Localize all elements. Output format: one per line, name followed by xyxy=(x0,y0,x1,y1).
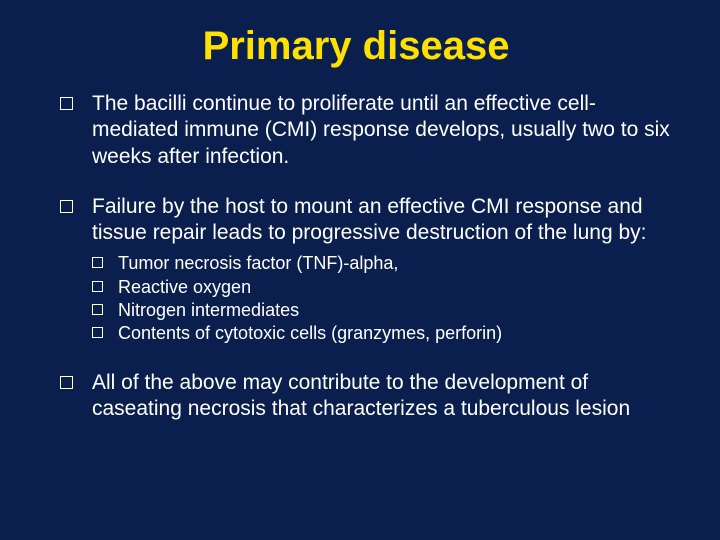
sub-bullet-item: Contents of cytotoxic cells (granzymes, … xyxy=(92,322,672,345)
sub-bullet-item: Tumor necrosis factor (TNF)-alpha, xyxy=(92,252,672,275)
sub-bullet-list: Tumor necrosis factor (TNF)-alpha, React… xyxy=(92,252,672,346)
bullet-text: Failure by the host to mount an effectiv… xyxy=(92,195,646,244)
bullet-text: All of the above may contribute to the d… xyxy=(92,371,630,420)
bullet-item: Failure by the host to mount an effectiv… xyxy=(60,194,672,346)
sub-bullet-text: Contents of cytotoxic cells (granzymes, … xyxy=(118,323,502,343)
bullet-text: The bacilli continue to proliferate unti… xyxy=(92,92,670,168)
slide-title: Primary disease xyxy=(40,24,672,69)
bullet-item: All of the above may contribute to the d… xyxy=(60,370,672,423)
sub-bullet-item: Nitrogen intermediates xyxy=(92,299,672,322)
sub-bullet-text: Nitrogen intermediates xyxy=(118,300,299,320)
sub-bullet-text: Tumor necrosis factor (TNF)-alpha, xyxy=(118,253,398,273)
bullet-item: The bacilli continue to proliferate unti… xyxy=(60,91,672,170)
sub-bullet-text: Reactive oxygen xyxy=(118,277,251,297)
bullet-list: The bacilli continue to proliferate unti… xyxy=(60,91,672,422)
sub-bullet-item: Reactive oxygen xyxy=(92,276,672,299)
